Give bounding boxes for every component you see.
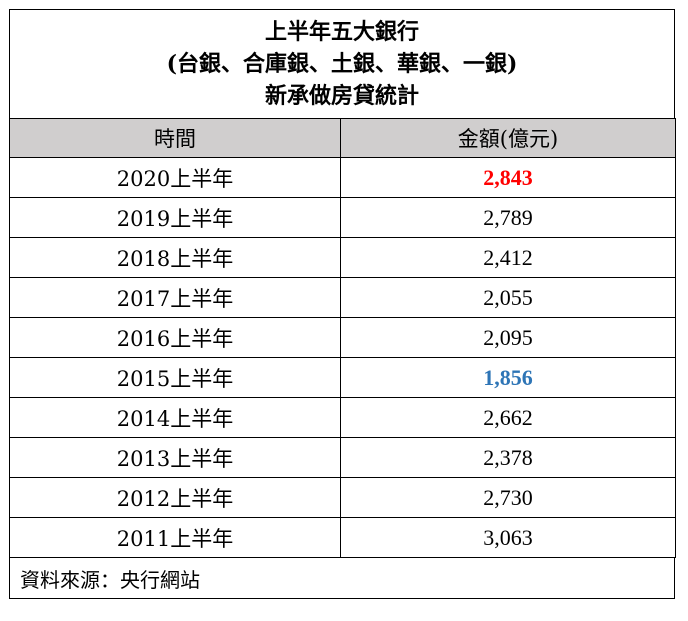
table-row: 2011上半年 3,063 [9, 517, 676, 558]
table-row: 2014上半年 2,662 [9, 397, 676, 438]
cell-amount: 2,789 [340, 197, 676, 238]
cell-amount: 2,412 [340, 237, 676, 278]
mortgage-table: 時間 金額(億元) 2020上半年 2,843 2019上半年 2,789 20… [9, 118, 676, 558]
table-row: 2019上半年 2,789 [9, 197, 676, 238]
table-row: 2012上半年 2,730 [9, 477, 676, 518]
cell-period: 2020上半年 [9, 157, 341, 198]
header-period: 時間 [9, 118, 341, 158]
title-line-2: (台銀、合庫銀、土銀、華銀、一銀) [166, 51, 518, 77]
table-row: 2017上半年 2,055 [9, 277, 676, 318]
header-row: 時間 金額(億元) [9, 118, 676, 158]
cell-amount: 2,378 [340, 437, 676, 478]
cell-period: 2016上半年 [9, 317, 341, 358]
cell-amount: 2,055 [340, 277, 676, 318]
cell-amount: 1,856 [340, 357, 676, 398]
mortgage-table-sheet: 上半年五大銀行 (台銀、合庫銀、土銀、華銀、一銀) 新承做房貸統計 時間 金額(… [9, 9, 676, 599]
table-row: 2013上半年 2,378 [9, 437, 676, 478]
table-row: 2015上半年 1,856 [9, 357, 676, 398]
table-row: 2020上半年 2,843 [9, 157, 676, 198]
cell-amount: 3,063 [340, 517, 676, 558]
title-line-1: 上半年五大銀行 [264, 19, 419, 45]
table-title: 上半年五大銀行 (台銀、合庫銀、土銀、華銀、一銀) 新承做房貸統計 [9, 9, 675, 118]
table-row: 2016上半年 2,095 [9, 317, 676, 358]
cell-period: 2011上半年 [9, 517, 341, 558]
table-row: 2018上半年 2,412 [9, 237, 676, 278]
cell-period: 2019上半年 [9, 197, 341, 238]
cell-amount: 2,843 [340, 157, 676, 198]
cell-period: 2018上半年 [9, 237, 341, 278]
cell-period: 2017上半年 [9, 277, 341, 318]
cell-amount: 2,095 [340, 317, 676, 358]
source-note: 資料來源：央行網站 [9, 558, 675, 599]
title-line-3: 新承做房貸統計 [264, 83, 419, 109]
header-amount: 金額(億元) [340, 118, 676, 158]
cell-period: 2014上半年 [9, 397, 341, 438]
cell-period: 2013上半年 [9, 437, 341, 478]
cell-amount: 2,662 [340, 397, 676, 438]
cell-amount: 2,730 [340, 477, 676, 518]
cell-period: 2012上半年 [9, 477, 341, 518]
cell-period: 2015上半年 [9, 357, 341, 398]
